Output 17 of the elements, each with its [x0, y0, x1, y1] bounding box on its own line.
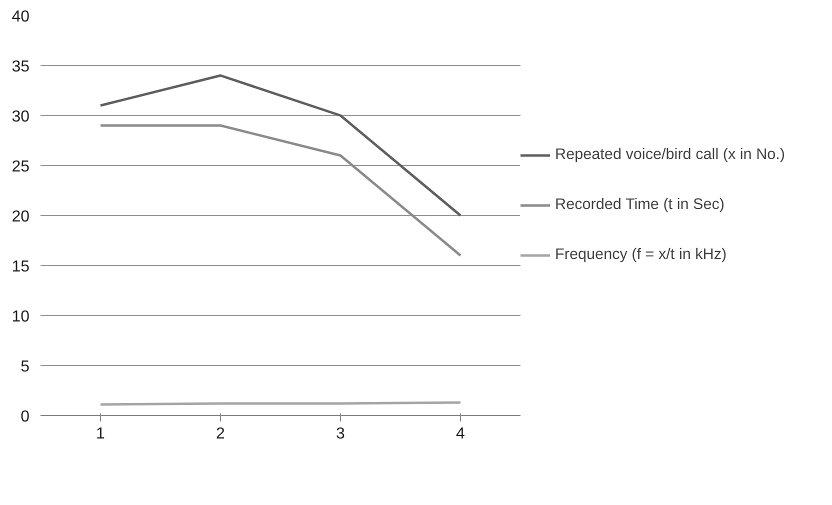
legend-label: Frequency (f = x/t in kHz) — [555, 246, 727, 264]
y-tick-label: 30 — [12, 108, 30, 126]
legend-label: Repeated voice/bird call (x in No.) — [555, 146, 786, 164]
y-tick-label: 40 — [12, 8, 30, 26]
legend-label: Recorded Time (t in Sec) — [555, 196, 725, 214]
line-series — [99, 74, 462, 217]
y-tick-label: 35 — [12, 58, 30, 76]
x-tick-label: 4 — [456, 426, 466, 442]
y-tick-label: 25 — [12, 158, 30, 176]
x-tick-label: 2 — [216, 426, 226, 442]
y-tick-label: 10 — [12, 308, 30, 326]
x-tick-label: 3 — [336, 426, 346, 442]
y-tick-label: 20 — [12, 208, 30, 226]
x-tick-label: 1 — [96, 426, 106, 442]
y-tick-label: 0 — [20, 408, 30, 426]
y-tick-label: 5 — [20, 358, 30, 376]
y-tick-label: 15 — [12, 258, 30, 276]
